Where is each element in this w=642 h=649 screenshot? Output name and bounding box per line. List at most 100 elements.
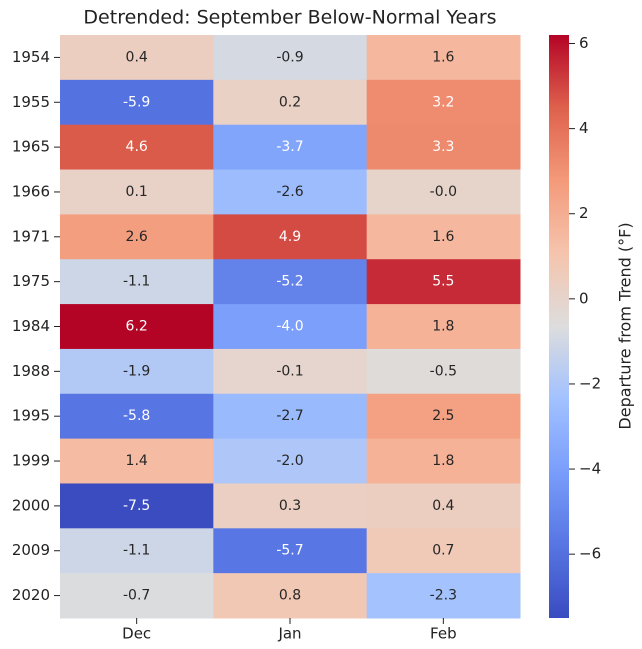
cell-label: 6.2 <box>126 319 148 335</box>
colorbar-tick-label: −6 <box>579 545 601 563</box>
heatmap-cell <box>60 573 214 619</box>
heatmap-cell <box>213 124 368 171</box>
cell-label: -1.1 <box>123 543 150 559</box>
heatmap-cell <box>213 79 368 126</box>
cell-label: 1.4 <box>126 453 148 469</box>
cell-label: -0.7 <box>123 588 150 604</box>
cell-label: 2.6 <box>126 229 148 245</box>
heatmap-cell <box>60 438 214 484</box>
heatmap-cell <box>213 393 368 440</box>
x-tick-label: Feb <box>430 625 457 643</box>
heatmap-cell <box>60 79 214 126</box>
heatmap-cell <box>60 304 214 350</box>
cell-label: -4.0 <box>276 319 303 335</box>
y-tick-label: 2020 <box>12 586 50 604</box>
x-tick-label: Dec <box>122 625 151 643</box>
cell-label: -0.1 <box>276 363 303 379</box>
heatmap-cell <box>366 79 521 126</box>
heatmap-cell <box>60 124 214 171</box>
y-tick-label: 1971 <box>12 227 50 245</box>
cell-label: -1.1 <box>123 274 150 290</box>
heatmap-cell <box>213 528 368 574</box>
y-tick-label: 1975 <box>12 272 50 290</box>
y-tick-label: 1988 <box>12 362 50 380</box>
heatmap-cell <box>366 393 521 440</box>
heatmap-cell <box>366 483 521 529</box>
cell-label: -2.6 <box>276 184 303 200</box>
heatmap-cell <box>366 438 521 484</box>
heatmap-cell <box>60 393 214 440</box>
cell-label: -2.7 <box>276 408 303 424</box>
colorbar-tick-label: −2 <box>579 374 601 392</box>
heatmap-cell <box>60 35 214 81</box>
y-tick-label: 1955 <box>12 93 50 111</box>
cell-label: 4.6 <box>126 139 148 155</box>
cell-label: -0.5 <box>430 363 457 379</box>
heatmap-cell <box>366 124 521 171</box>
heatmap-cell <box>366 214 521 260</box>
cell-label: 0.3 <box>279 498 301 514</box>
heatmap-cell <box>213 483 368 529</box>
colorbar-tick-label: 0 <box>579 289 589 307</box>
cell-label: -1.9 <box>123 363 150 379</box>
cell-label: 2.5 <box>432 408 454 424</box>
cell-label: 0.4 <box>126 49 148 65</box>
heatmap-cell <box>366 259 521 305</box>
cell-label: 0.8 <box>279 588 301 604</box>
cell-label: 1.6 <box>432 49 454 65</box>
cell-label: 4.9 <box>279 229 301 245</box>
heatmap-cell <box>366 304 521 350</box>
heatmap-cell <box>213 214 368 260</box>
heatmap-cell <box>213 348 368 395</box>
colorbar-tick-label: −4 <box>579 460 601 478</box>
cell-label: -5.9 <box>123 94 150 110</box>
cell-label: -2.3 <box>430 588 457 604</box>
cell-label: -2.0 <box>276 453 303 469</box>
heatmap-cell <box>60 528 214 574</box>
cell-label: 1.8 <box>432 319 454 335</box>
colorbar-tick-label: 6 <box>579 34 589 52</box>
heatmap-cell <box>213 259 368 305</box>
cell-label: 0.2 <box>279 94 301 110</box>
cell-label: 1.8 <box>432 453 454 469</box>
cell-label: -5.8 <box>123 408 150 424</box>
cell-label: -3.7 <box>276 139 303 155</box>
cell-label: -0.0 <box>430 184 457 200</box>
cell-label: 0.7 <box>432 543 454 559</box>
cell-label: 1.6 <box>432 229 454 245</box>
cell-label: -7.5 <box>123 498 150 514</box>
heatmap-cell <box>213 35 368 81</box>
y-tick-label: 1984 <box>12 317 50 335</box>
heatmap-cell <box>60 483 214 529</box>
cell-label: -5.2 <box>276 274 303 290</box>
heatmap-cell <box>213 169 368 215</box>
heatmap-cell <box>60 259 214 305</box>
y-tick-label: 1995 <box>12 407 50 425</box>
y-tick-label: 1966 <box>12 182 50 200</box>
colorbar-label: Departure from Trend (°F) <box>616 222 635 429</box>
heatmap-cell <box>60 214 214 260</box>
heatmap-cell <box>213 438 368 484</box>
y-tick-label: 2000 <box>12 496 50 514</box>
y-tick-label: 1999 <box>12 452 50 470</box>
heatmap-cell <box>366 348 521 395</box>
heatmap-cell <box>366 573 521 619</box>
cell-label: 0.1 <box>126 184 148 200</box>
heatmap-cell <box>366 528 521 574</box>
y-tick-label: 1965 <box>12 138 50 156</box>
y-tick-label: 1954 <box>12 48 50 66</box>
heatmap-cell <box>366 35 521 81</box>
x-tick-label: Jan <box>277 625 301 643</box>
cell-label: 3.3 <box>432 139 454 155</box>
colorbar-tick-label: 4 <box>579 119 589 137</box>
cell-label: -5.7 <box>276 543 303 559</box>
colorbar <box>549 35 569 618</box>
heatmap-cell <box>60 348 214 395</box>
cell-label: 3.2 <box>432 94 454 110</box>
colorbar-tick-label: 2 <box>579 204 589 222</box>
y-tick-label: 2009 <box>12 541 50 559</box>
heatmap-cell <box>366 169 521 215</box>
cell-label: -0.9 <box>276 49 303 65</box>
heatmap-cell <box>60 169 214 215</box>
